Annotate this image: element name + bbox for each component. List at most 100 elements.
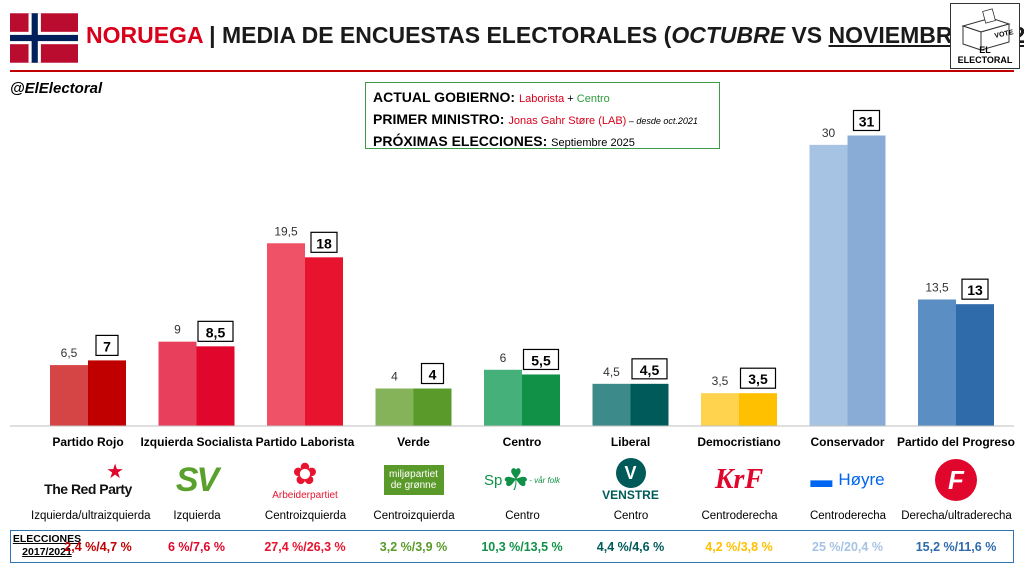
elections-row bbox=[10, 530, 1014, 563]
mdg-logo-icon: miljøpartiet de grønne bbox=[364, 452, 464, 508]
value-label-november-1: 8,5 bbox=[206, 324, 226, 340]
value-label-october-8: 13,5 bbox=[925, 280, 949, 294]
value-label-october-1: 9 bbox=[174, 323, 181, 337]
bar-november-1 bbox=[196, 346, 235, 426]
election-result-7: 25 %/20,4 % bbox=[812, 540, 883, 554]
krf-heart-logo-icon: KrF bbox=[689, 452, 789, 508]
ideology-label-6: Centroderecha bbox=[701, 510, 778, 522]
bar-october-5 bbox=[592, 383, 631, 426]
red-star-icon: ★ bbox=[106, 461, 124, 483]
title-main: MEDIA DE ENCUESTAS ELECTORALES ( bbox=[221, 22, 672, 48]
election-result-4: 10,3 %/13,5 % bbox=[481, 540, 563, 554]
party-logo-text-8: F bbox=[935, 459, 977, 501]
party-logo-text-6: KrF bbox=[714, 464, 764, 495]
rose-icon: ✿ bbox=[292, 457, 318, 491]
ideology-label-5: Centro bbox=[613, 510, 649, 522]
category-label-8: Partido del Progreso bbox=[897, 435, 1015, 449]
bar-november-7 bbox=[847, 135, 886, 426]
poll-bar-chart: 6,5 7 Partido Rojo 9 8,5 Izquierda Socialista… bbox=[10, 109, 1015, 449]
category-label-6: Democristiano bbox=[697, 435, 780, 449]
header-divider bbox=[10, 70, 1014, 72]
next-value: Septiembre 2025 bbox=[551, 137, 635, 149]
value-label-november-5: 4,5 bbox=[640, 362, 660, 378]
category-label-4: Centro bbox=[503, 435, 542, 449]
value-box-november-4 bbox=[522, 348, 560, 371]
clover-icon: ☘ bbox=[502, 463, 530, 497]
bar-october-3 bbox=[375, 388, 414, 426]
ideology-label-2: Centroizquierda bbox=[264, 510, 347, 522]
sp-slogan-text: - vår folk bbox=[529, 475, 560, 485]
value-label-october-0: 6,5 bbox=[61, 346, 78, 360]
frp-flame-logo-icon: F bbox=[906, 452, 1006, 508]
government-info-box: ACTUAL GOBIERNO: Laborista + Centro PRIM… bbox=[365, 82, 720, 149]
value-label-october-4: 6 bbox=[500, 351, 507, 365]
value-box-november-7 bbox=[852, 109, 881, 132]
ideology-label-3: Centroizquierda bbox=[373, 510, 455, 522]
value-box-november-6 bbox=[739, 367, 777, 389]
party-logo-text-5: VENSTRE bbox=[602, 488, 659, 502]
election-result-1: 6 %/7,6 % bbox=[168, 540, 225, 554]
bar-october-2 bbox=[267, 243, 305, 426]
election-result-2: 27,4 %/26,3 % bbox=[264, 540, 346, 554]
value-label-october-3: 4 bbox=[391, 370, 398, 384]
next-label: PRÓXIMAS ELECCIONES: bbox=[373, 133, 548, 149]
bar-november-5 bbox=[630, 383, 669, 426]
category-label-3: Verde bbox=[397, 435, 430, 449]
gov-plus: + bbox=[564, 93, 577, 105]
value-box-november-8 bbox=[961, 278, 989, 300]
ap-rose-logo-icon: ✿ Arbeiderpartiet bbox=[255, 452, 355, 508]
value-label-november-6: 3,5 bbox=[748, 371, 768, 387]
venstre-v-mark: V bbox=[615, 458, 646, 488]
category-label-5: Liberal bbox=[611, 435, 650, 449]
value-box-november-0 bbox=[95, 334, 119, 357]
election-result-8: 15,2 %/11,6 % bbox=[915, 540, 997, 554]
party-logo-text-0: The Red Party bbox=[44, 481, 132, 497]
info-government: ACTUAL GOBIERNO: Laborista + Centro bbox=[373, 87, 712, 109]
bar-november-6 bbox=[739, 393, 777, 426]
value-label-october-2: 19,5 bbox=[274, 224, 298, 238]
ideology-label-0: Izquierda/ultraizquierda bbox=[31, 510, 151, 522]
title-vs: VS bbox=[785, 22, 829, 48]
value-label-november-7: 31 bbox=[859, 113, 875, 129]
bar-november-3 bbox=[413, 388, 452, 426]
election-result-6: 4,2 %/3,8 % bbox=[705, 540, 773, 554]
logo-vote-text: VOTE bbox=[994, 29, 1014, 40]
bar-october-7 bbox=[809, 144, 848, 427]
value-box-november-2 bbox=[310, 231, 338, 253]
bar-november-0 bbox=[88, 360, 126, 426]
value-box-november-3 bbox=[420, 362, 445, 385]
norway-flag-icon bbox=[10, 13, 78, 63]
value-label-november-0: 7 bbox=[103, 338, 111, 354]
bar-november-2 bbox=[305, 257, 343, 426]
bar-october-6 bbox=[701, 393, 739, 426]
hoyre-wave-icon: ▬ bbox=[810, 467, 833, 492]
value-label-october-7: 30 bbox=[822, 126, 836, 140]
value-label-november-2: 18 bbox=[316, 235, 332, 251]
twitter-handle: @ElElectoral bbox=[10, 80, 103, 97]
ideology-label-4: Centro bbox=[505, 510, 540, 522]
info-prime-minister: PRIMER MINISTRO: Jonas Gahr Støre (LAB) … bbox=[373, 109, 712, 131]
title-month-a: OCTUBRE bbox=[671, 22, 786, 48]
bar-october-4 bbox=[484, 369, 522, 426]
party-logo-text-3: miljøpartiet de grønne bbox=[383, 465, 444, 495]
gov-party-b: Centro bbox=[576, 93, 610, 105]
party-logo-text-1: SV bbox=[175, 460, 219, 499]
ideology-label-1: Izquierda bbox=[173, 510, 221, 522]
logo-brand-text: EL ELECTORAL bbox=[957, 45, 1013, 65]
ideology-label-7: Centroderecha bbox=[809, 510, 887, 522]
hoyre-logo-icon: ▬ Høyre bbox=[798, 452, 898, 508]
venstre-v-logo-icon: V VENSTRE bbox=[581, 452, 681, 508]
value-label-october-5: 4,5 bbox=[603, 365, 620, 379]
sv-logo-icon: SV bbox=[147, 452, 247, 508]
gov-label: ACTUAL GOBIERNO: bbox=[373, 89, 516, 105]
party-logo-text-7: Høyre bbox=[838, 470, 885, 489]
bar-october-1 bbox=[158, 341, 197, 426]
gov-party-a: Laborista bbox=[518, 93, 565, 105]
category-label-0: Partido Rojo bbox=[52, 435, 123, 449]
sp-clover-logo-icon: Sp ☘ - vår folk bbox=[472, 452, 572, 508]
bar-october-8 bbox=[918, 299, 956, 426]
bar-november-8 bbox=[956, 304, 994, 426]
ideology-label-8: Derecha/ultraderecha bbox=[901, 510, 1012, 522]
info-next-elections: PRÓXIMAS ELECCIONES: Septiembre 2025 bbox=[373, 131, 712, 153]
pm-value: Jonas Gahr Støre (LAB) bbox=[508, 115, 627, 127]
